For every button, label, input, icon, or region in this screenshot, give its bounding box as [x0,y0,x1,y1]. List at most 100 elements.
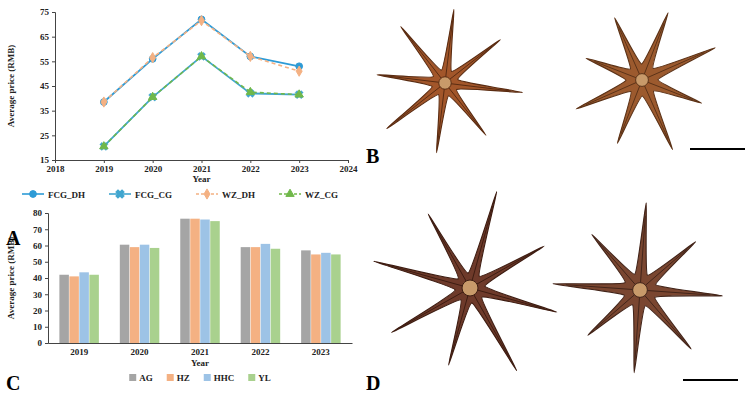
series-line [104,21,299,102]
tick-label: 2022 [251,347,270,357]
tick: 2018 [47,160,66,174]
panel-label: A [6,227,21,249]
tick: 0 [38,338,49,348]
tick-label: 50 [33,257,43,267]
tick-label: 75 [40,7,50,17]
seam [407,35,445,83]
legend-entry: YL [248,373,271,383]
seam [470,252,533,288]
tick-label: 10 [33,322,43,332]
bar [321,253,330,343]
photo-object [377,9,523,152]
tick-mark [348,160,349,163]
bar [130,247,139,343]
legend: AGHZHHCYL [129,373,271,383]
legend-marker [114,188,126,200]
tick-label: 65 [40,32,50,42]
star-anise [374,192,557,371]
legend-marker [204,189,210,199]
marker [199,16,205,26]
seam [642,80,668,139]
tick: 30 [33,290,48,300]
seam [387,76,445,83]
axis-line [45,214,49,344]
seam [445,83,480,127]
legend-entry: HHC [204,373,235,383]
chart-a: 1525354555657520182019202020212022202320… [6,7,358,200]
tick-label: 25 [40,131,50,141]
tick: 2021 [191,343,210,357]
bar [210,221,219,343]
x-axis-title: Year [193,174,211,184]
tick: 2021 [193,160,212,174]
bar [120,245,129,343]
marker [247,51,253,61]
seam [640,290,710,295]
seam [434,225,470,288]
tick: 35 [40,106,55,116]
tick-mark [104,160,105,163]
tick-mark [153,160,154,163]
bar [150,248,159,343]
tick-mark [52,12,55,13]
legend-label: WZ_CG [305,190,338,200]
legend-marker [30,191,37,198]
seam [452,288,470,354]
marker [296,66,302,76]
tick-label: 45 [40,81,50,91]
bar [241,247,250,343]
legend-label: FCG_CG [135,190,172,200]
tick-mark [45,262,48,263]
marker [246,87,254,94]
legend-marker [286,189,294,196]
tick: 45 [40,81,55,91]
plot [59,219,340,343]
tick: 2022 [251,343,270,357]
legend-swatch [204,374,211,381]
tick-label: 70 [33,225,43,235]
legend-entry: HZ [167,373,190,383]
x-axis: 2018201920202021202220232024 [47,160,359,174]
seam [640,216,645,290]
bar [271,249,280,343]
panel-label: D [366,372,380,394]
tick-mark [45,246,48,247]
tick-label: 2021 [191,347,210,357]
figure: 1525354555657520182019202020212022202320… [0,0,750,394]
tick: 80 [33,208,48,218]
panel-label: B [366,145,379,167]
tick-mark [52,135,55,136]
y-axis-title: Average price (RMB) [6,237,16,319]
plot [98,16,306,153]
seam [599,243,640,290]
tick-label: 2018 [47,164,66,174]
seam [403,288,470,326]
legend-swatch [248,374,255,381]
seam [642,53,704,80]
tick-label: 2022 [242,164,260,174]
bar [59,275,68,343]
chart-c: 0102030405060708020192020202120222023Yea… [6,208,353,383]
marker [100,142,108,149]
tick-mark [52,111,55,112]
tick: 25 [40,131,55,141]
bar [311,254,320,343]
bar [140,245,149,343]
tick-mark [45,229,48,230]
tick-label: 2024 [340,164,359,174]
legend-label: YL [258,373,271,383]
tick: 2019 [95,160,114,174]
axis-line [56,161,349,164]
tick-label: 55 [40,57,50,67]
tick: 70 [33,225,48,235]
tick: 40 [33,273,48,283]
seam [640,249,687,290]
marker [150,53,156,63]
tick-label: 20 [33,306,43,316]
series-line [104,19,299,102]
seam [619,27,642,80]
tick-label: 80 [33,208,43,218]
tick-mark [202,160,203,163]
marker [244,87,256,99]
y-axis: 01020304050607080 [33,208,49,348]
